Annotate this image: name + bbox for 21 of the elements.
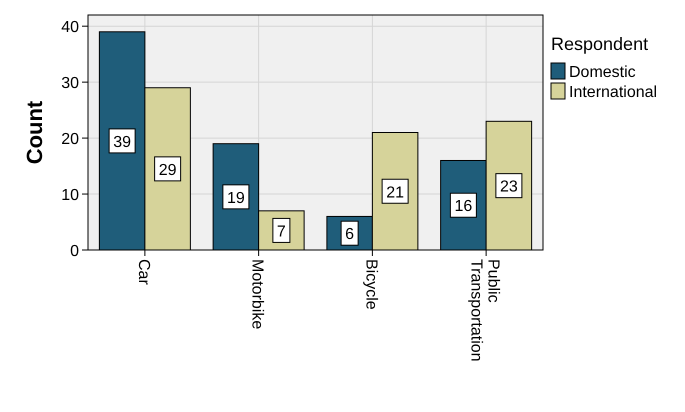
y-tick-label: 20 bbox=[61, 131, 80, 148]
data-label: 7 bbox=[276, 223, 286, 240]
x-tick-label: Car bbox=[134, 259, 152, 286]
y-tick-label: 40 bbox=[61, 19, 80, 36]
y-tick-label: 0 bbox=[70, 243, 80, 260]
data-label: 23 bbox=[500, 178, 518, 196]
x-tick-label: Bicycle bbox=[362, 259, 380, 310]
data-label: 16 bbox=[454, 198, 472, 216]
data-label: 19 bbox=[226, 190, 245, 207]
x-tick-label: Public Transportation bbox=[468, 259, 502, 362]
data-label: 6 bbox=[345, 226, 354, 244]
y-tick-label: 10 bbox=[61, 187, 80, 204]
x-tick-label: Motorbike bbox=[248, 259, 266, 330]
y-axis-title: Count bbox=[22, 100, 47, 164]
y-tick-label: 30 bbox=[61, 75, 80, 92]
legend-title: Respondent bbox=[551, 34, 648, 54]
legend-label: International bbox=[569, 84, 658, 101]
data-label: 29 bbox=[158, 162, 177, 179]
data-label: 39 bbox=[113, 134, 132, 151]
legend-label: Domestic bbox=[569, 64, 636, 81]
data-label: 21 bbox=[386, 184, 404, 202]
